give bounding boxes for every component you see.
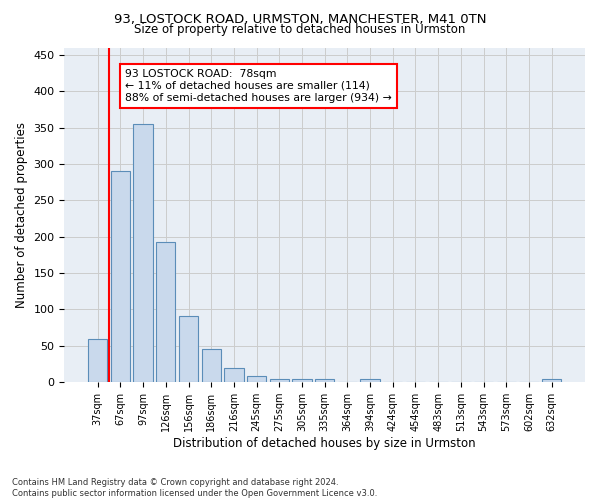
Bar bbox=[133, 124, 153, 382]
Bar bbox=[361, 378, 380, 382]
Bar bbox=[542, 378, 562, 382]
X-axis label: Distribution of detached houses by size in Urmston: Distribution of detached houses by size … bbox=[173, 437, 476, 450]
Bar bbox=[156, 242, 175, 382]
Bar bbox=[224, 368, 244, 382]
Text: 93, LOSTOCK ROAD, URMSTON, MANCHESTER, M41 0TN: 93, LOSTOCK ROAD, URMSTON, MANCHESTER, M… bbox=[114, 12, 486, 26]
Bar bbox=[88, 340, 107, 382]
Bar bbox=[269, 378, 289, 382]
Bar bbox=[292, 378, 311, 382]
Text: Contains HM Land Registry data © Crown copyright and database right 2024.
Contai: Contains HM Land Registry data © Crown c… bbox=[12, 478, 377, 498]
Text: 93 LOSTOCK ROAD:  78sqm
← 11% of detached houses are smaller (114)
88% of semi-d: 93 LOSTOCK ROAD: 78sqm ← 11% of detached… bbox=[125, 70, 392, 102]
Bar bbox=[179, 316, 198, 382]
Bar bbox=[247, 376, 266, 382]
Bar bbox=[315, 378, 334, 382]
Y-axis label: Number of detached properties: Number of detached properties bbox=[15, 122, 28, 308]
Text: Size of property relative to detached houses in Urmston: Size of property relative to detached ho… bbox=[134, 22, 466, 36]
Bar bbox=[202, 349, 221, 382]
Bar bbox=[111, 171, 130, 382]
